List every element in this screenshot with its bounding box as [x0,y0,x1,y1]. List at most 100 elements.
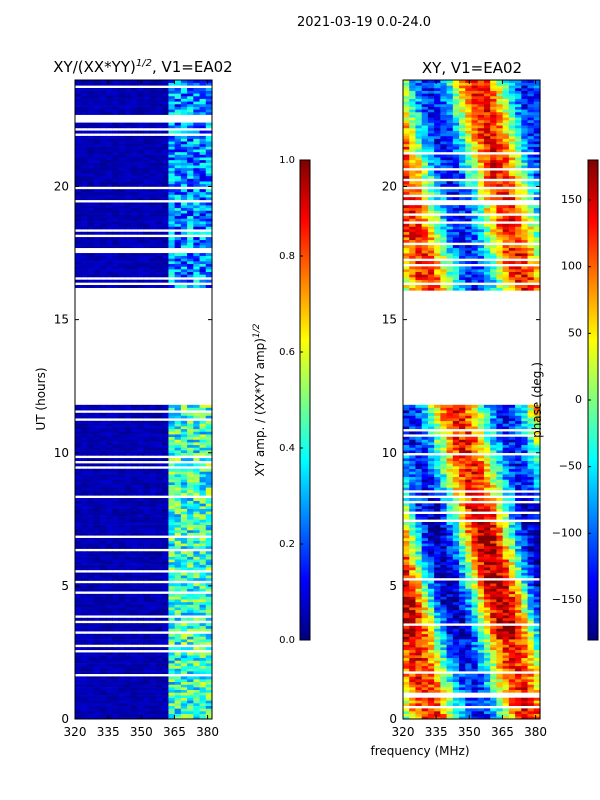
heatmap-cell [527,631,535,635]
heatmap-cell [93,122,101,126]
heatmap-cell [446,644,454,648]
heatmap-cell [137,157,145,161]
heatmap-cell [149,633,157,637]
heatmap-cell [81,452,89,456]
heatmap-cell [434,631,441,635]
heatmap-cell [87,684,95,688]
heatmap-cell [99,444,107,448]
heatmap-cell [75,202,82,206]
heatmap-cell [434,620,441,624]
heatmap-cell [496,700,504,704]
heatmap-cell [533,615,541,619]
heatmap-cell [193,575,201,579]
heatmap-cell [99,687,107,691]
heatmap-cell [137,585,145,589]
heatmap-cell [93,221,101,225]
heatmap-cell [112,279,120,283]
heatmap-cell [180,511,188,515]
heatmap-cell [87,532,95,536]
heatmap-cell [168,556,176,560]
heatmap-cell [199,431,207,435]
heatmap-cell [149,695,157,698]
heatmap-cell [118,90,126,94]
heatmap-cell [515,548,522,552]
heatmap-cell [168,713,176,717]
heatmap-cell [137,167,145,171]
heatmap-cell [515,700,522,704]
heatmap-cell [106,511,113,515]
heatmap-cell [137,458,145,462]
heatmap-cell [527,689,535,693]
heatmap-cell [87,138,95,142]
heatmap-cell [409,583,417,587]
heatmap-cell [149,138,157,142]
heatmap-cell [99,269,107,272]
heatmap-cell [162,458,170,462]
heatmap-cell [81,167,89,171]
heatmap-cell [143,482,151,485]
heatmap-cell [527,569,535,573]
heatmap-cell [112,263,120,267]
heatmap-cell [124,601,132,605]
heatmap-cell [205,511,213,515]
heatmap-cell [168,431,176,435]
heatmap-cell [162,226,170,230]
heatmap-cell [496,588,504,592]
heatmap-cell [527,697,535,701]
heatmap-cell [162,428,170,432]
heatmap-cell [477,607,485,611]
heatmap-cell [180,407,188,411]
heatmap-cell [143,151,151,155]
heatmap-cell [168,173,176,177]
heatmap-cell [143,609,151,613]
heatmap-cell [81,101,89,105]
heatmap-cell [483,663,491,667]
heatmap-cell [93,553,101,557]
heatmap-cell [155,463,163,467]
heatmap-cell [465,668,473,672]
heatmap-cell [515,609,522,613]
heatmap-cell [162,223,170,227]
heatmap-cell [193,527,201,531]
heatmap-cell [137,524,145,528]
heatmap-cell [118,596,126,600]
heatmap-cell [521,620,529,624]
heatmap-cell [118,697,126,701]
heatmap-cell [106,463,113,467]
heatmap-cell [490,652,498,656]
heatmap-cell [168,676,176,680]
heatmap-cell [137,692,145,696]
heatmap-cell [174,604,182,608]
heatmap-cell [131,458,138,462]
heatmap-cell [87,439,95,443]
heatmap-cell [180,202,188,206]
heatmap-cell [180,655,188,659]
heatmap-cell [87,482,95,485]
heatmap-cell [168,681,176,685]
heatmap-cell [143,442,151,446]
heatmap-cell [75,183,82,187]
heatmap-cell [515,676,522,680]
heatmap-cell [112,543,120,547]
heatmap-cell [187,207,194,211]
heatmap-cell [483,625,491,629]
heatmap-cell [124,513,132,517]
heatmap-cell [174,423,182,427]
heatmap-cell [521,609,529,613]
heatmap-cell [168,599,176,603]
heatmap-cell [149,151,157,155]
heatmap-cell [174,545,182,549]
heatmap-cell [162,508,170,512]
heatmap-cell [143,689,151,693]
heatmap-cell [131,266,138,270]
heatmap-cell [143,237,151,241]
heatmap-cell [168,492,176,496]
heatmap-cell [99,135,107,139]
heatmap-cell [131,215,138,219]
heatmap-cell [168,138,176,142]
heatmap-cell [193,482,201,485]
heatmap-cell [81,407,89,411]
heatmap-cell [118,101,126,105]
heatmap-cell [143,146,151,150]
heatmap-cell [137,101,145,105]
